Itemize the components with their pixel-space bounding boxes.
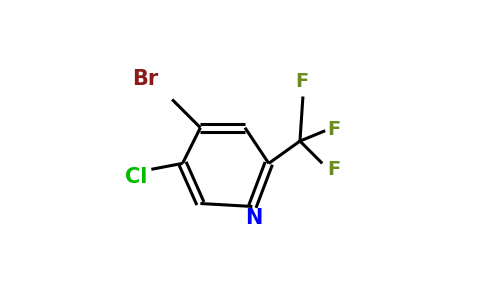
Text: F: F bbox=[328, 160, 341, 179]
Text: Cl: Cl bbox=[125, 167, 148, 187]
Text: F: F bbox=[328, 120, 341, 139]
Text: Br: Br bbox=[132, 69, 159, 89]
Text: N: N bbox=[245, 208, 263, 228]
Text: F: F bbox=[295, 72, 308, 91]
